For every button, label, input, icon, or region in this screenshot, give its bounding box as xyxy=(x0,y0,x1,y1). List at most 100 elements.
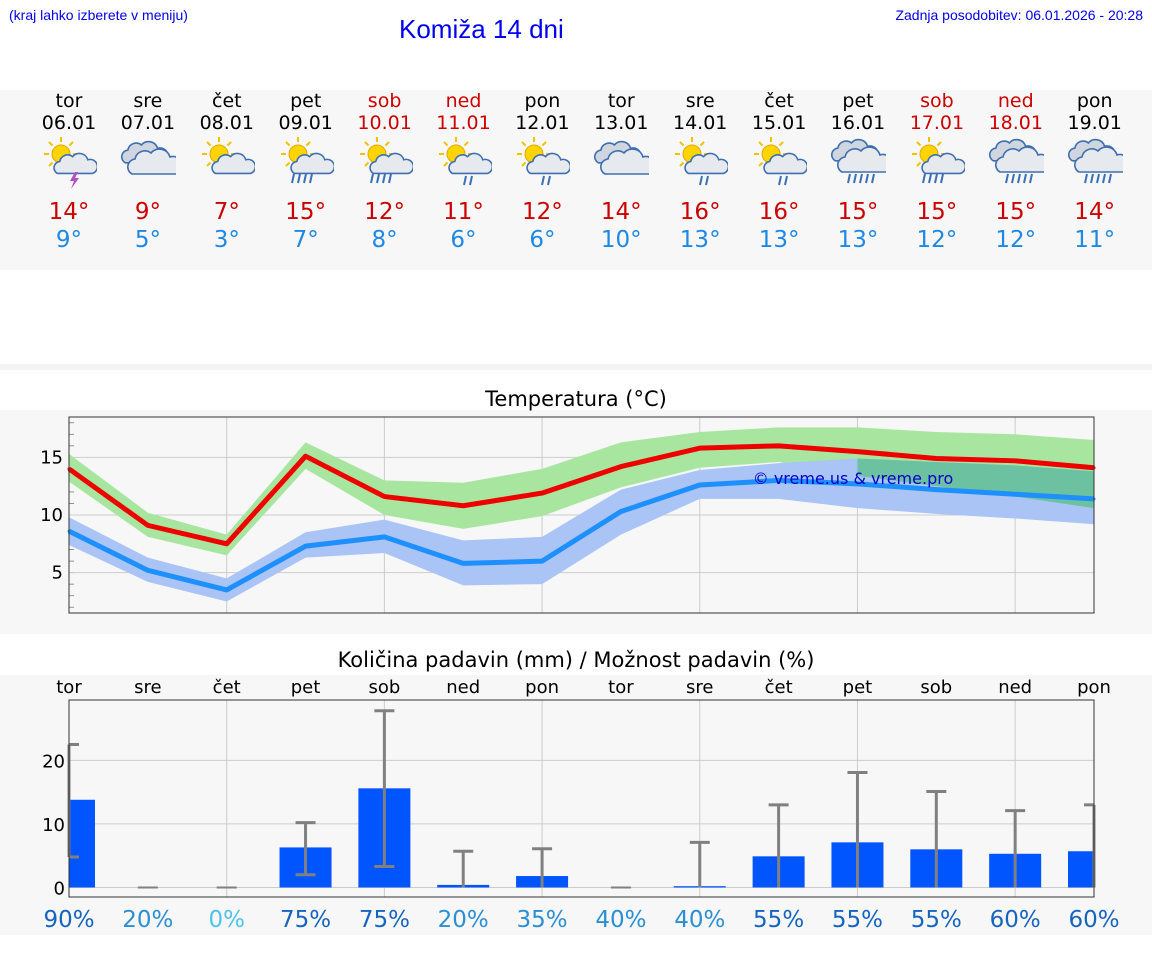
max-temperature: 12° xyxy=(522,199,563,225)
precipitation-probability: 40% xyxy=(674,907,725,933)
day-date: 16.01 xyxy=(830,112,886,134)
cloudy-icon xyxy=(120,140,176,175)
category-label: čet xyxy=(765,677,793,698)
y-tick-label: 10 xyxy=(40,505,63,526)
max-temperature-point xyxy=(146,523,150,527)
precipitation-chart: 0 10 20 tor sre čet pet sob ned pon tor sre čet pet so… xyxy=(42,677,1119,933)
precipitation-probability: 55% xyxy=(832,907,883,933)
max-temperature-point xyxy=(619,465,623,469)
category-label: ned xyxy=(998,677,1032,698)
day-name: ned xyxy=(445,90,482,112)
max-temperature: 12° xyxy=(364,199,405,225)
max-temperature-point xyxy=(698,446,702,450)
y-tick-label: 20 xyxy=(42,751,65,772)
min-temperature: 6° xyxy=(450,227,477,253)
category-label: sob xyxy=(368,677,400,698)
day-name: pon xyxy=(1076,90,1113,112)
min-temperature: 13° xyxy=(837,227,879,253)
min-temperature-point xyxy=(777,478,781,482)
max-temperature: 16° xyxy=(758,199,800,225)
day-name: tor xyxy=(55,90,83,112)
day-date: 11.01 xyxy=(436,112,491,134)
min-temperature-point xyxy=(934,488,938,492)
min-temperature-point xyxy=(698,483,702,487)
max-temperature-band xyxy=(69,427,1094,556)
min-temperature-line xyxy=(67,477,1095,593)
min-temperature-point xyxy=(225,588,229,592)
min-temperature: 6° xyxy=(529,227,556,253)
min-temperature-point xyxy=(146,568,150,572)
max-temperature: 11° xyxy=(443,199,484,225)
y-tick-label: 5 xyxy=(52,563,63,584)
min-temperature: 12° xyxy=(916,227,958,253)
cloud-rain-icon xyxy=(988,138,1044,184)
cloud-rain-icon xyxy=(1067,138,1123,184)
last-update: Zadnja posodobitev: 06.01.2026 - 20:28 xyxy=(895,7,1143,23)
location-menu-hint[interactable]: (kraj lahko izberete v meniju) xyxy=(9,7,188,23)
sun-cloud-light-rain-icon xyxy=(517,137,571,186)
min-temperature-point xyxy=(619,510,623,514)
day-date: 07.01 xyxy=(120,112,176,134)
min-temperature: 7° xyxy=(292,227,319,253)
precipitation-probability: 60% xyxy=(1068,907,1119,933)
day-name: sob xyxy=(920,90,954,112)
max-temperature-point xyxy=(225,542,229,546)
precipitation-probability: 90% xyxy=(43,907,94,933)
category-label: ned xyxy=(446,677,480,698)
precipitation-bar xyxy=(1068,851,1094,888)
precipitation-probability: 55% xyxy=(911,907,962,933)
min-temperature-band xyxy=(69,458,1094,602)
precipitation-probability: 20% xyxy=(438,907,489,933)
max-temperature-point xyxy=(777,444,781,448)
sun-cloud-rain-icon xyxy=(911,137,965,184)
sun-cloud-light-rain-icon xyxy=(754,137,808,186)
sun-cloud-thunder-icon xyxy=(44,137,97,189)
precipitation-bar xyxy=(69,799,95,888)
precipitation-probability: 40% xyxy=(595,907,646,933)
day-date: 19.01 xyxy=(1067,112,1122,134)
min-temperature: 10° xyxy=(600,227,642,253)
day-name: tor xyxy=(607,90,635,112)
partly-sunny-icon xyxy=(201,137,255,175)
min-temperature: 13° xyxy=(679,227,721,253)
min-temperature: 12° xyxy=(995,227,1037,253)
max-temperature-point xyxy=(1013,459,1017,463)
max-temperature: 15° xyxy=(916,199,958,225)
plot-frame xyxy=(68,416,1095,614)
y-tick-label: 0 xyxy=(54,878,65,899)
day-name: čet xyxy=(764,90,794,112)
max-temperature-line xyxy=(67,443,1095,547)
max-temperature: 14° xyxy=(600,199,642,225)
sun-cloud-light-rain-icon xyxy=(675,137,729,186)
min-temperature: 3° xyxy=(213,227,240,253)
max-temperature: 14° xyxy=(48,199,90,225)
day-date: 06.01 xyxy=(41,112,97,134)
category-label: pet xyxy=(291,677,321,698)
day-date: 08.01 xyxy=(199,112,254,134)
sun-cloud-rain-icon xyxy=(280,137,334,184)
min-temperature-point xyxy=(304,544,308,548)
precipitation-probability: 75% xyxy=(359,907,410,933)
min-temperature: 11° xyxy=(1074,227,1116,253)
max-temperature-point xyxy=(934,457,938,461)
max-temperature: 15° xyxy=(837,199,879,225)
max-temperature-point xyxy=(540,491,544,495)
min-temperature: 9° xyxy=(55,227,83,253)
max-temperature: 7° xyxy=(213,199,240,225)
y-tick-label: 10 xyxy=(42,815,65,836)
y-tick-label: 15 xyxy=(40,447,63,468)
day-name: pet xyxy=(842,90,874,112)
category-label: sob xyxy=(920,677,952,698)
temperature-chart-title: Temperatura (°C) xyxy=(485,387,667,411)
day-date: 14.01 xyxy=(672,112,728,134)
precipitation-chart-title: Količina padavin (mm) / Možnost padavin … xyxy=(337,648,815,672)
day-name: sre xyxy=(133,90,163,112)
day-name: pet xyxy=(290,90,322,112)
day-date: 18.01 xyxy=(988,112,1043,134)
category-label: tor xyxy=(608,677,634,698)
sun-cloud-rain-icon xyxy=(359,137,413,184)
max-temperature-point xyxy=(304,454,308,458)
category-label: sre xyxy=(686,677,713,698)
day-date: 09.01 xyxy=(278,112,333,134)
day-date: 10.01 xyxy=(357,112,412,134)
